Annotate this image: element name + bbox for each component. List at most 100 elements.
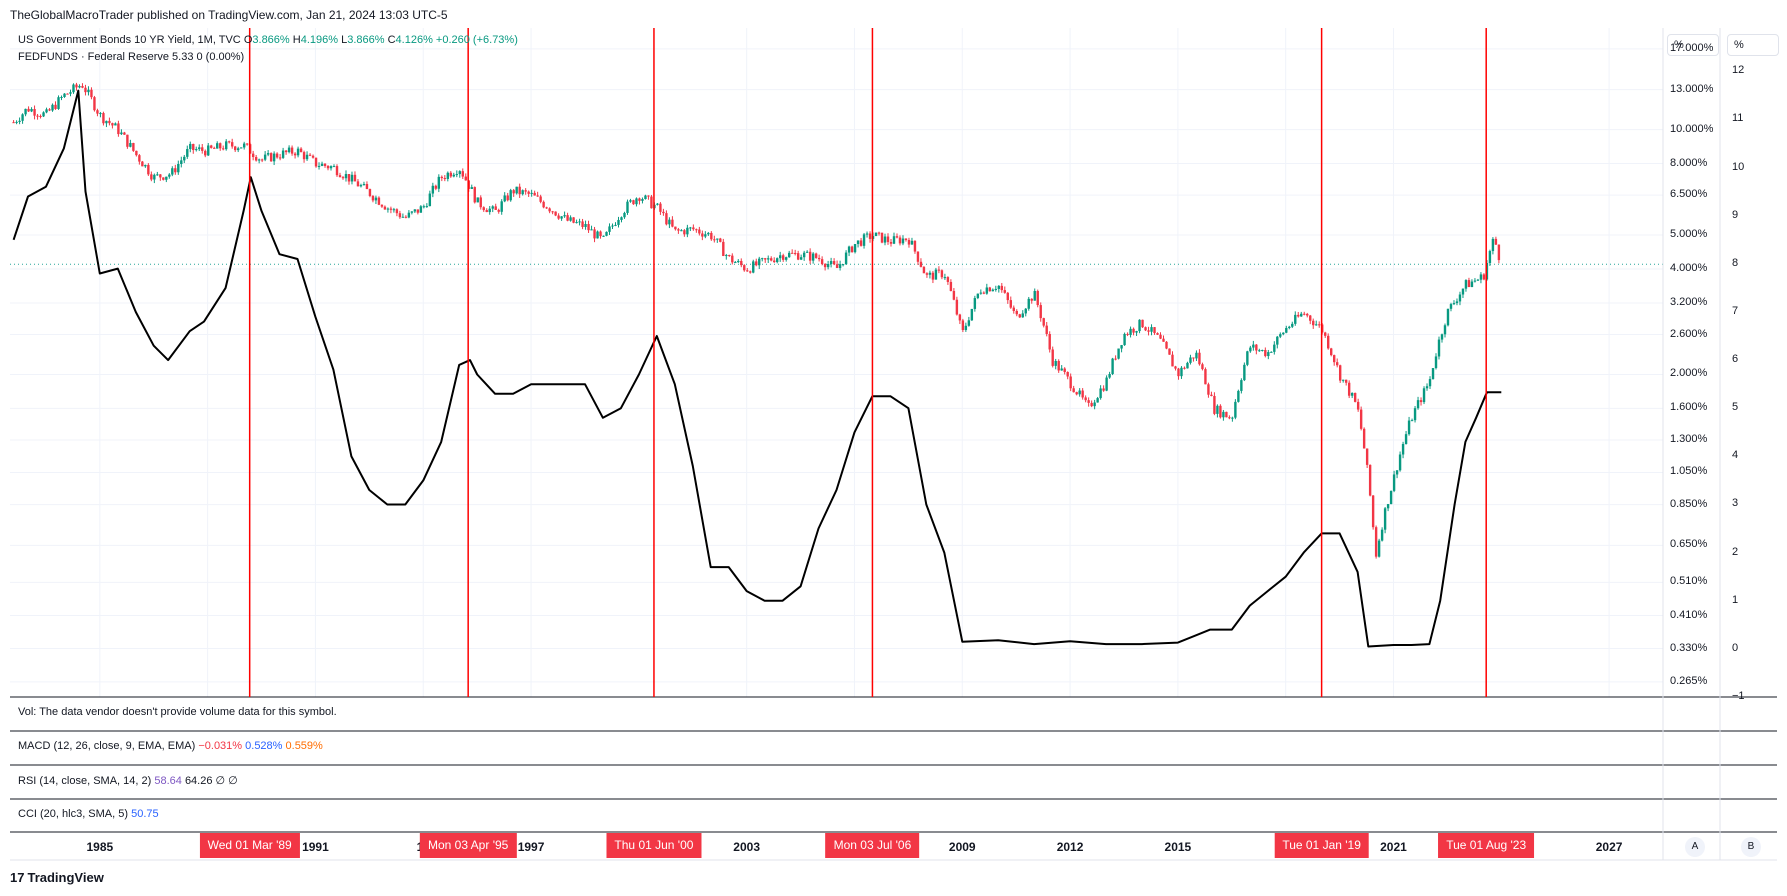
candle-body-230 [701,233,704,237]
candle-body-62 [198,147,201,150]
candle-body-94 [293,153,297,156]
candle-body-69 [219,143,222,149]
candle-body-391 [1183,367,1186,369]
candle-body-401 [1213,395,1216,414]
right-axis-tick-13: 0.850% [1670,497,1708,510]
candle-body-88 [275,153,279,158]
candle-body-49 [159,174,162,178]
b-scale-button[interactable]: B [1741,837,1761,857]
candle-body-147 [452,174,455,177]
candle-body-495 [1494,238,1498,245]
auto-scale-button[interactable]: A [1685,837,1705,857]
candle-body-481 [1452,303,1456,305]
candle-body-188 [575,222,578,224]
candle-body-342 [1036,290,1039,306]
candle-body-113 [350,174,354,182]
candle-body-445 [1344,379,1348,383]
candle-body-373 [1129,328,1132,335]
grid-lines [10,28,1663,697]
candle-body-215 [656,203,659,205]
candle-body-144 [443,178,447,180]
candle-body-262 [796,253,800,260]
candle-body-482 [1455,301,1459,304]
candle-body-195 [596,231,599,239]
candle-body-402 [1216,405,1219,414]
candle-body-45 [147,164,150,175]
candle-body-199 [608,226,611,232]
candle-body-422 [1276,336,1279,345]
candle-body-173 [530,192,533,194]
candle-body-169 [518,186,521,195]
candle-body-368 [1114,358,1117,360]
candle-body-350 [1060,368,1063,371]
left-axis-unit-button[interactable]: % [1727,34,1779,56]
candle-body-166 [509,190,512,201]
candle-body-255 [776,258,779,263]
candle-body-374 [1132,328,1135,333]
candle-body-165 [506,195,509,201]
candle-body-417 [1261,349,1264,351]
candle-body-386 [1168,348,1171,355]
candle-body-432 [1306,313,1309,316]
candle-body-66 [210,145,213,148]
candle-body-102 [317,165,321,167]
candle-body-489 [1476,279,1480,281]
candle-body-220 [671,219,674,227]
candle-body-286 [868,233,872,239]
x-tick-2: 1991 [302,840,329,854]
rsi-pane-label: RSI (14, close, SMA, 14, 2) 58.64 64.26 … [18,774,238,787]
candle-body-320 [970,308,974,321]
right-axis-tick-12: 1.050% [1670,465,1708,478]
logo-mark-icon: 17 [10,870,25,885]
candle-body-348 [1054,360,1057,366]
candle-body-252 [767,258,770,260]
candle-body-177 [542,201,545,208]
candle-body-321 [973,298,977,309]
candle-body-108 [335,166,339,176]
candle-body-205 [626,201,629,213]
right-axis-unit-button[interactable]: % [1667,34,1719,56]
candle-body-244 [743,265,746,271]
candle-body-307 [931,272,935,280]
candle-body-295 [895,236,899,238]
candle-body-228 [695,229,698,231]
candle-body-485 [1464,280,1468,289]
candle-body-322 [976,293,980,299]
candle-body-231 [704,234,707,237]
candle-body-29 [99,113,102,115]
candle-body-185 [566,215,569,221]
candle-body-143 [440,176,444,179]
candle-body-289 [877,232,881,234]
candle-body-239 [728,255,731,257]
macd-value-1: −0.031% [198,740,243,752]
candle-body-449 [1356,401,1360,410]
candle-body-187 [572,217,575,223]
candle-body-114 [353,174,357,182]
candle-body-190 [581,221,584,227]
candle-body-74 [233,146,237,151]
x-tick-5: 2003 [733,840,761,854]
candle-body-308 [934,269,938,280]
candle-body-470 [1419,400,1423,403]
candle-body-362 [1096,398,1099,403]
candle-body-150 [461,171,464,177]
candle-body-110 [341,177,345,179]
candle-body-490 [1479,274,1483,280]
candle-body-418 [1264,349,1267,357]
candle-body-89 [278,157,282,159]
candle-body-389 [1177,368,1180,377]
candle-body-87 [272,153,276,162]
candle-body-419 [1267,352,1270,357]
candle-body-282 [856,240,860,245]
candle-body-387 [1171,354,1174,367]
candle-body-154 [473,187,476,203]
candle-body-455 [1374,527,1378,557]
candle-body-379 [1147,330,1150,332]
candle-body-71 [225,141,228,150]
candle-body-30 [102,113,105,124]
fed-axis-tick-12: 0 [1732,641,1739,654]
candle-body-104 [323,163,327,166]
right-axis-tick-2: 10.000% [1670,122,1714,135]
candle-body-82 [257,159,261,161]
